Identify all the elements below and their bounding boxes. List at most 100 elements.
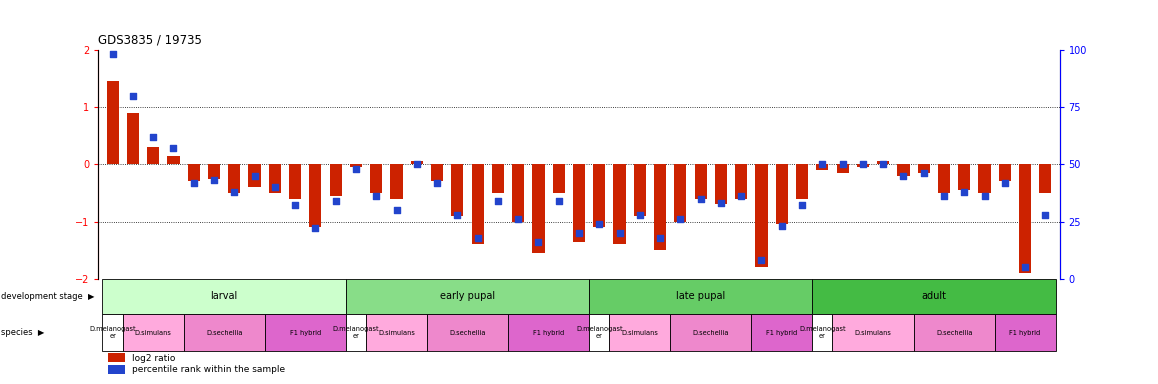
Bar [184, 314, 265, 351]
Point [184, 180, 203, 186]
Text: F1 hybrid: F1 hybrid [767, 329, 798, 336]
Point [732, 193, 750, 199]
Bar [877, 161, 889, 164]
Text: D.sechellia: D.sechellia [449, 329, 485, 336]
Point [570, 230, 588, 236]
Text: D.simulans: D.simulans [134, 329, 171, 336]
Bar [633, 164, 646, 216]
Point [935, 193, 953, 199]
Text: D.melanogast
er: D.melanogast er [89, 326, 135, 339]
Point [346, 166, 365, 172]
Point [691, 195, 710, 202]
Text: larval: larval [211, 291, 237, 301]
Bar [168, 156, 179, 164]
Point [164, 145, 183, 151]
Bar [670, 314, 752, 351]
Point [205, 177, 223, 184]
Bar [1039, 164, 1051, 193]
Point [813, 161, 831, 167]
Text: F1 hybrid: F1 hybrid [533, 329, 564, 336]
Bar [350, 164, 362, 167]
Bar [188, 164, 200, 182]
Bar [1019, 164, 1031, 273]
Point [915, 170, 933, 177]
Bar [776, 164, 787, 224]
Text: percentile rank within the sample: percentile rank within the sample [132, 366, 285, 374]
Text: D.melanogast
er: D.melanogast er [332, 326, 380, 339]
Text: F1 hybrid: F1 hybrid [290, 329, 321, 336]
Bar [897, 164, 909, 176]
Text: D.sechellia: D.sechellia [936, 329, 973, 336]
Point [468, 235, 486, 241]
Bar [108, 366, 125, 374]
Point [1036, 212, 1055, 218]
Bar [654, 164, 666, 250]
Text: GDS3835 / 19735: GDS3835 / 19735 [98, 33, 203, 46]
Bar [107, 81, 119, 164]
Point [529, 239, 548, 245]
Bar [492, 164, 504, 193]
Bar [330, 164, 342, 196]
Point [103, 51, 122, 58]
Bar [816, 164, 828, 170]
Point [327, 198, 345, 204]
Bar [269, 164, 281, 193]
Point [853, 161, 872, 167]
Bar [833, 314, 914, 351]
Bar [508, 314, 589, 351]
Bar [812, 314, 833, 351]
Bar [431, 164, 444, 182]
Point [772, 223, 791, 229]
Bar [573, 164, 585, 242]
Bar [108, 353, 125, 362]
Text: species  ▶: species ▶ [1, 328, 44, 337]
Bar [147, 147, 160, 164]
Bar [998, 164, 1011, 182]
Point [489, 198, 507, 204]
Bar [533, 164, 544, 253]
Point [672, 216, 690, 222]
Point [225, 189, 243, 195]
Point [1016, 264, 1034, 270]
Bar [857, 164, 868, 167]
Bar [714, 164, 727, 204]
Text: adult: adult [922, 291, 946, 301]
Bar [411, 161, 423, 164]
Bar [796, 164, 808, 199]
Bar [958, 164, 970, 190]
Point [874, 161, 893, 167]
Point [631, 212, 650, 218]
Bar [589, 314, 609, 351]
Text: D.melanogast
er: D.melanogast er [576, 326, 623, 339]
Bar [290, 164, 301, 199]
Point [408, 161, 426, 167]
Point [894, 173, 913, 179]
Bar [589, 279, 812, 314]
Bar [674, 164, 687, 222]
Point [651, 235, 669, 241]
Point [367, 193, 386, 199]
Bar [228, 164, 241, 193]
Point [834, 161, 852, 167]
Bar [471, 164, 484, 244]
Text: early pupal: early pupal [440, 291, 494, 301]
Bar [309, 164, 322, 227]
Point [448, 212, 467, 218]
Bar [836, 164, 849, 173]
Bar [103, 279, 346, 314]
Text: D.melanogast
er: D.melanogast er [799, 326, 845, 339]
Text: F1 hybrid: F1 hybrid [1010, 329, 1041, 336]
Point [753, 257, 771, 263]
Bar [812, 279, 1055, 314]
Bar [512, 164, 525, 222]
Bar [938, 164, 950, 193]
Point [975, 193, 994, 199]
Point [955, 189, 974, 195]
Bar [123, 314, 184, 351]
Bar [755, 164, 768, 267]
Point [549, 198, 567, 204]
Bar [103, 314, 123, 351]
Bar [614, 164, 625, 244]
Point [286, 202, 305, 209]
Bar [752, 314, 812, 351]
